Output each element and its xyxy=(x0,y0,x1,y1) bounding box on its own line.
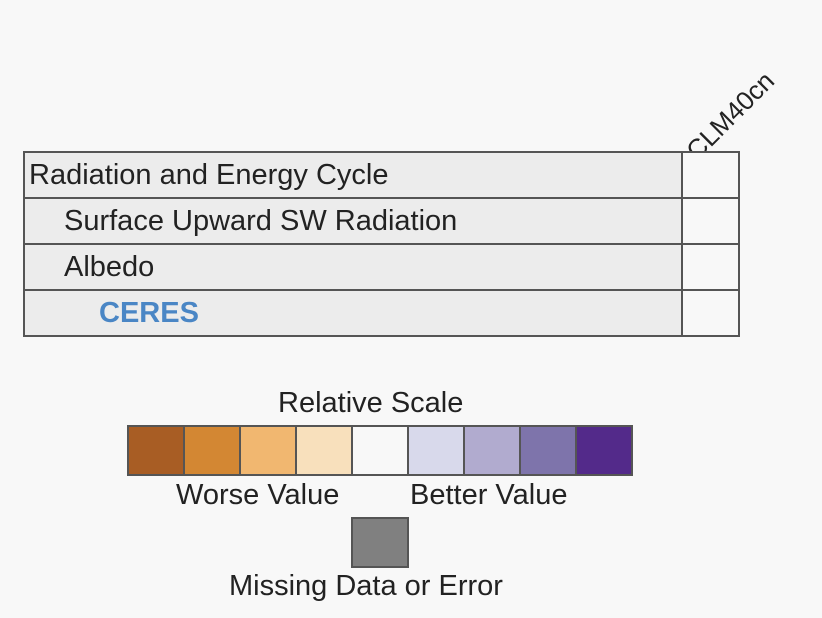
row-label-radiation-energy-cycle: Radiation and Energy Cycle xyxy=(23,151,683,199)
row-label-ceres: CERES xyxy=(23,289,683,337)
scale-swatch xyxy=(241,427,297,474)
score-table: Radiation and Energy Cycle Surface Upwar… xyxy=(23,151,740,337)
missing-data-swatch xyxy=(351,517,409,568)
scale-swatch xyxy=(465,427,521,474)
table-row: Surface Upward SW Radiation xyxy=(23,197,740,245)
row-label-albedo: Albedo xyxy=(23,243,683,291)
score-cell[interactable] xyxy=(681,243,740,291)
scale-swatch xyxy=(577,427,631,474)
score-cell[interactable] xyxy=(681,289,740,337)
score-cell[interactable] xyxy=(681,151,740,199)
worse-value-label: Worse Value xyxy=(176,479,340,511)
table-row: CERES xyxy=(23,289,740,337)
color-scale xyxy=(127,425,633,476)
scale-swatch xyxy=(521,427,577,474)
table-row: Albedo xyxy=(23,243,740,291)
better-value-label: Better Value xyxy=(410,479,568,511)
missing-data-label: Missing Data or Error xyxy=(229,570,503,602)
legend-title: Relative Scale xyxy=(278,387,464,419)
scale-swatch xyxy=(129,427,185,474)
row-label-surface-upward-sw: Surface Upward SW Radiation xyxy=(23,197,683,245)
ceres-link[interactable]: CERES xyxy=(99,296,199,329)
model-column-header: CLM40cn xyxy=(680,65,781,166)
score-cell[interactable] xyxy=(681,197,740,245)
scale-swatch xyxy=(353,427,409,474)
table-row: Radiation and Energy Cycle xyxy=(23,151,740,199)
scale-swatch xyxy=(297,427,353,474)
scale-swatch xyxy=(409,427,465,474)
scale-swatch xyxy=(185,427,241,474)
